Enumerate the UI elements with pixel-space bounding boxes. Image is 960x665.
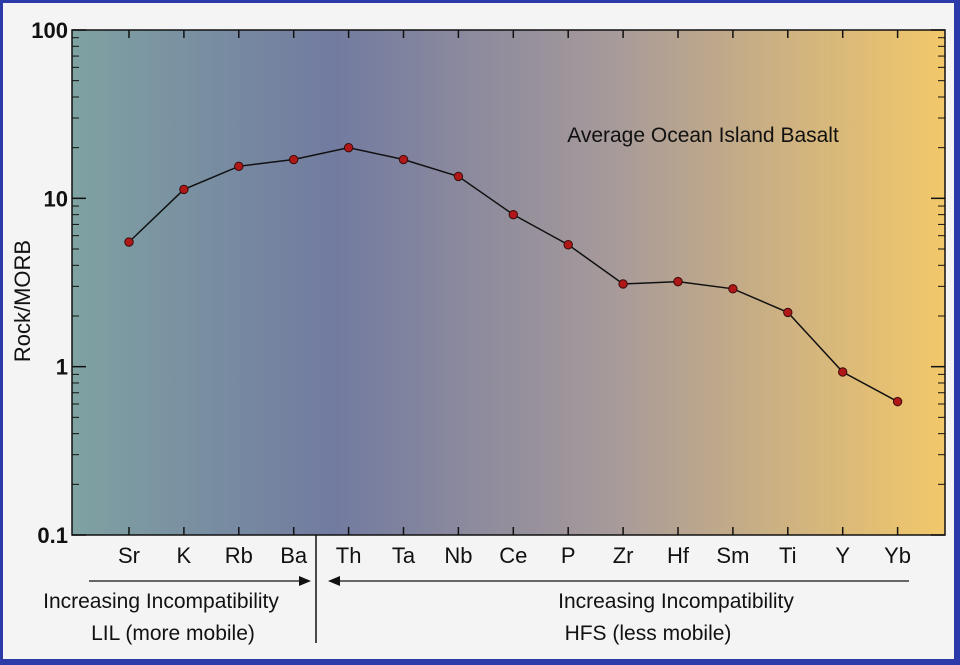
- data-point: [783, 307, 793, 318]
- slide-frame: 0.1 1 10 100 Rock/MORB Average Ocean Island…: [3, 3, 954, 659]
- hfs-direction-label: Increasing Incompatibility: [558, 590, 794, 613]
- lil-arrow-head: [299, 576, 311, 586]
- data-point: [398, 154, 409, 165]
- plot-border: [71, 29, 946, 536]
- y-axis-label: Rock/MORB: [10, 240, 35, 362]
- data-point: [343, 142, 354, 153]
- hfs-group-label: HFS (less mobile): [565, 622, 732, 645]
- minor-ticks: [72, 37, 945, 485]
- x-tick-label: Ti: [779, 543, 797, 568]
- y-tick-label: 100: [31, 18, 68, 43]
- lil-group-label: LIL (more mobile): [91, 622, 255, 645]
- x-tick-label: Rb: [225, 543, 253, 568]
- y-tick-label: 10: [44, 186, 68, 211]
- data-point: [673, 276, 683, 287]
- x-tick-label: Ta: [392, 543, 416, 568]
- x-tick-label: Ba: [280, 543, 308, 568]
- x-tick-label: P: [561, 543, 576, 568]
- lil-direction-label: Increasing Incompatibility: [43, 590, 279, 613]
- chart-title: Average Ocean Island Basalt: [567, 124, 839, 147]
- x-tick-label: Yb: [884, 543, 911, 568]
- data-point: [124, 237, 134, 247]
- y-tick-labels: 0.1 1 10 100: [31, 18, 68, 548]
- x-tick-label: Zr: [613, 543, 634, 568]
- data-point: [234, 161, 244, 171]
- x-tick-label: Y: [835, 543, 850, 568]
- x-tick-labels: Sr K Rb Ba Th Ta Nb Ce P Zr Hf Sm Ti Y Yb: [118, 543, 911, 568]
- data-point: [453, 171, 464, 182]
- y-tick-label: 0.1: [37, 523, 68, 548]
- x-tick-label: Nb: [444, 543, 472, 568]
- series-markers: [124, 142, 903, 407]
- x-tick-label: Ce: [499, 543, 527, 568]
- data-point: [563, 240, 573, 250]
- plot-area: [72, 30, 945, 535]
- chart: 0.1 1 10 100 Rock/MORB Average Ocean Island…: [10, 18, 946, 645]
- hfs-arrow-head: [328, 576, 340, 586]
- data-point: [289, 154, 299, 165]
- data-point: [728, 284, 738, 294]
- data-point: [838, 367, 848, 377]
- x-tick-label: Sm: [716, 543, 749, 568]
- y-tick-label: 1: [56, 355, 68, 380]
- x-tick-label: K: [177, 543, 192, 568]
- data-point: [892, 396, 903, 407]
- x-tick-label: Th: [336, 543, 362, 568]
- data-point: [179, 184, 189, 195]
- x-tick-label: Hf: [667, 543, 690, 568]
- data-point: [618, 279, 628, 289]
- data-point: [508, 209, 518, 220]
- x-tick-label: Sr: [118, 543, 140, 568]
